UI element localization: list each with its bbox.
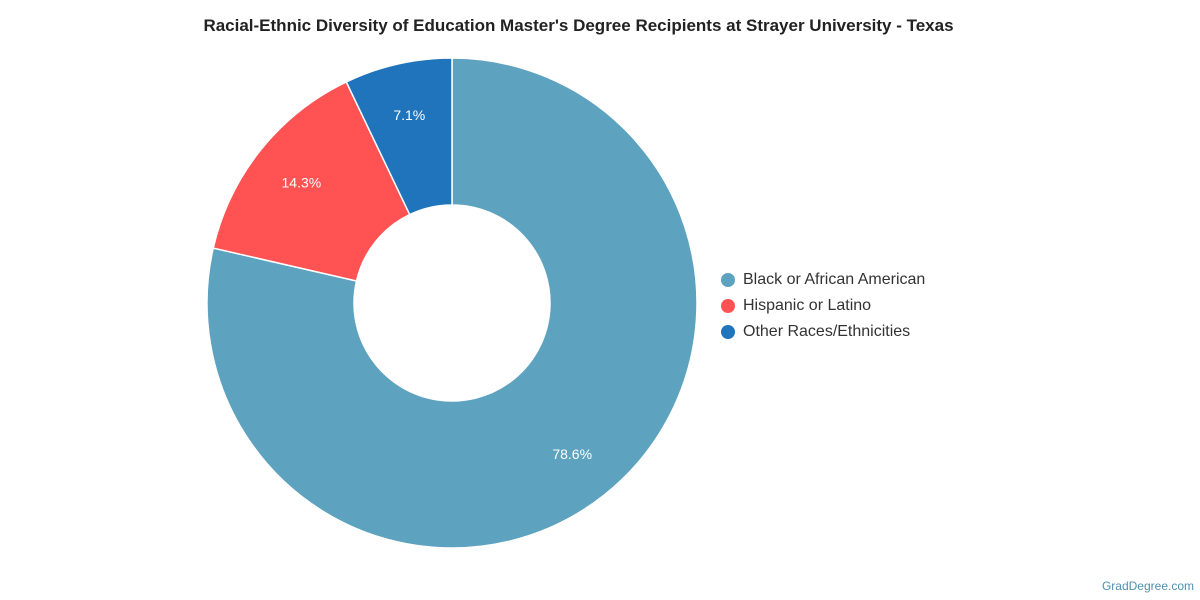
- slice-2[interactable]: [212, 80, 411, 282]
- legend-item-1[interactable]: Black or African American: [721, 267, 925, 293]
- credit-link[interactable]: GradDegree.com: [1101, 579, 1194, 593]
- legend-label: Black or African American: [743, 271, 926, 288]
- legend-swatch-icon: [721, 299, 735, 313]
- slice-1[interactable]: [206, 57, 698, 549]
- slice-3[interactable]: [345, 57, 453, 216]
- legend-item-3[interactable]: Other Races/Ethnicities: [721, 319, 925, 345]
- legend-item-2[interactable]: Hispanic or Latino: [721, 293, 925, 319]
- legend-label: Other Races/Ethnicities: [743, 323, 911, 340]
- slice-label-1: 78.6%: [552, 446, 592, 462]
- chart-title: Racial-Ethnic Diversity of Education Mas…: [203, 16, 954, 35]
- slice-label-3: 7.1%: [393, 107, 425, 123]
- legend-swatch-icon: [721, 273, 735, 287]
- legend-swatch-icon: [721, 325, 735, 339]
- slice-label-2: 14.3%: [282, 174, 322, 190]
- legend-label: Hispanic or Latino: [743, 297, 872, 314]
- legend: Black or African American Hispanic or Lat…: [721, 267, 925, 345]
